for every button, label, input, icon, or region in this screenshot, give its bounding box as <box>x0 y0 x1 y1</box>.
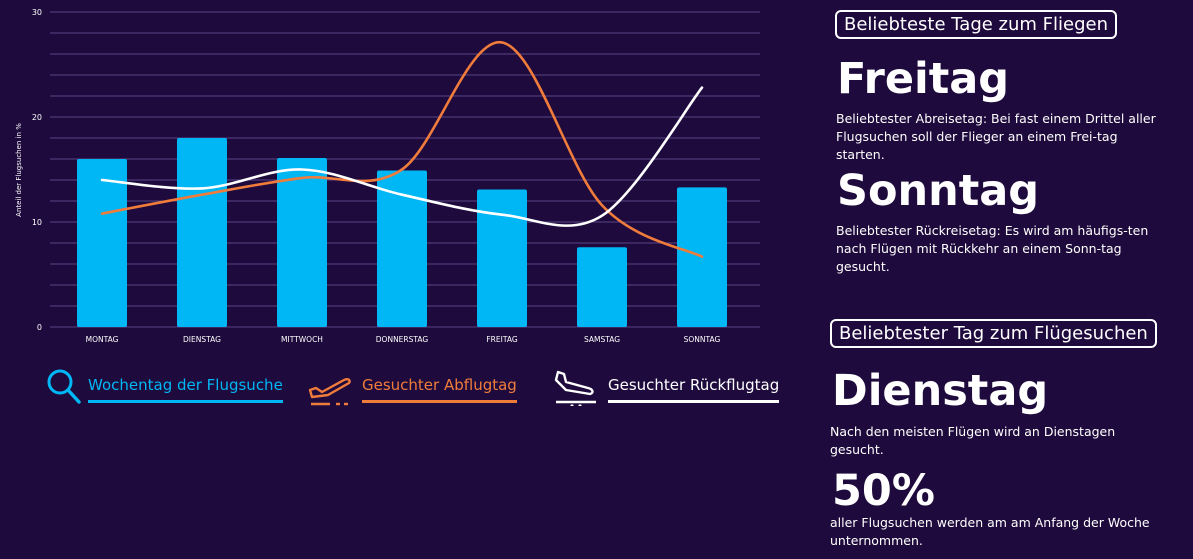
search-icon <box>47 369 81 404</box>
legend-search-label: Wochentag der Flugsuche <box>88 376 283 403</box>
x-tick-label: SONNTAG <box>684 335 721 344</box>
bar-series <box>77 138 727 327</box>
bar <box>277 157 327 327</box>
bar <box>577 247 627 327</box>
heading-favorite-search-day: Beliebtester Tag zum Flügesuchen <box>830 319 1157 348</box>
y-axis-ticks: 0 10 20 30 <box>32 8 42 332</box>
y-axis-label: Anteil der Flugsuchen in % <box>15 123 23 217</box>
x-tick-label: DONNERSTAG <box>376 335 429 344</box>
favorite-search-day: Dienstag <box>832 366 1049 416</box>
bar <box>477 189 527 327</box>
plane-landing-icon <box>554 370 596 406</box>
legend-search: Wochentag der Flugsuche <box>44 366 283 406</box>
week-start-share: 50% <box>832 466 935 516</box>
y-tick-label: 10 <box>32 218 42 227</box>
return-line <box>100 86 704 227</box>
week-start-description: aller Flugsuchen werden am am Anfang der… <box>830 515 1150 548</box>
x-tick-label: DIENSTAG <box>183 335 221 344</box>
departure-day-description: Beliebtester Abreisetag: Bei fast einem … <box>836 111 1156 162</box>
x-axis-labels: MONTAG DIENSTAG MITTWOCH DONNERSTAG FREITAG S… <box>86 335 721 344</box>
x-tick-label: SAMSTAG <box>584 335 620 344</box>
y-tick-label: 20 <box>32 113 42 122</box>
favorite-return-day: Sonntag <box>837 166 1040 216</box>
bar <box>77 159 127 327</box>
y-tick-label: 30 <box>32 8 42 17</box>
bar <box>177 138 227 327</box>
plane-takeoff-icon <box>308 378 351 406</box>
favorite-departure-day: Freitag <box>837 54 1010 104</box>
legend-departure: Gesuchter Abflugtag <box>306 366 517 406</box>
chart: 0 10 20 30 Anteil der Flugsuchen in % MONTA… <box>15 8 760 344</box>
y-tick-label: 0 <box>37 323 42 332</box>
x-tick-label: FREITAG <box>486 335 517 344</box>
x-tick-label: MONTAG <box>86 335 119 344</box>
departure-line <box>100 41 704 258</box>
return-day-description: Beliebtester Rückreisetag: Es wird am hä… <box>836 223 1149 274</box>
legend-return: Gesuchter Rückflugtag <box>552 366 780 406</box>
x-tick-label: MITTWOCH <box>281 335 323 344</box>
legend-return-label: Gesuchter Rückflugtag <box>608 376 780 403</box>
bar <box>377 170 427 327</box>
search-day-description: Nach den meisten Flügen wird an Dienstag… <box>830 424 1116 457</box>
legend-departure-label: Gesuchter Abflugtag <box>362 376 517 403</box>
heading-favorite-flight-days: Beliebteste Tage zum Fliegen <box>835 10 1118 39</box>
